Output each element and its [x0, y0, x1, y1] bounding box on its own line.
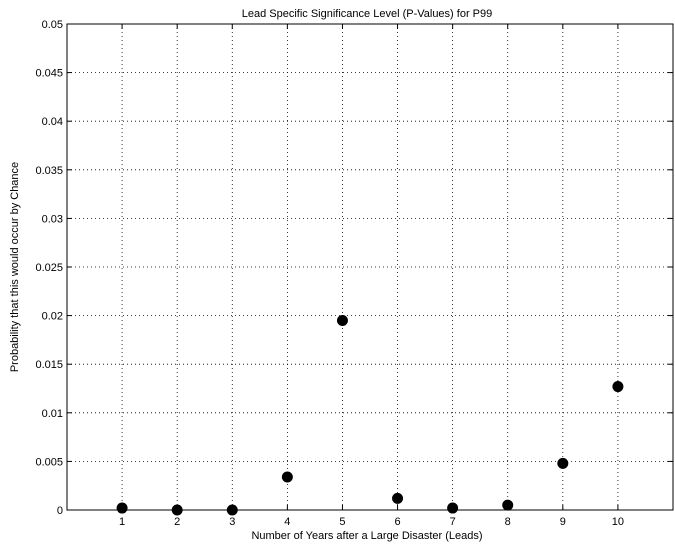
data-point	[336, 314, 348, 326]
x-tick-label: 5	[339, 516, 345, 528]
x-tick-label: 2	[174, 516, 180, 528]
y-tick-label: 0.02	[42, 311, 63, 323]
plot-frame	[66, 23, 674, 511]
y-tick-label: 0.04	[42, 116, 63, 128]
chart-title: Lead Specific Significance Level (P-Valu…	[242, 8, 493, 20]
y-tick-label: 0.035	[35, 165, 63, 177]
data-points	[116, 314, 624, 516]
x-tick-label: 9	[560, 516, 566, 528]
y-tick-label: 0.05	[42, 19, 63, 31]
x-axis-label: Number of Years after a Large Disaster (…	[251, 530, 482, 542]
y-tick-label: 0.005	[35, 456, 63, 468]
data-point	[447, 502, 459, 514]
data-point	[392, 492, 404, 504]
x-tick-label: 3	[229, 516, 235, 528]
x-tick-label: 8	[505, 516, 511, 528]
x-tick-label: 7	[450, 516, 456, 528]
data-point	[171, 504, 183, 516]
y-tick-label: 0	[57, 505, 63, 517]
data-point	[612, 381, 624, 393]
data-point	[502, 499, 514, 511]
y-axis-label: Probability that this would occur by Cha…	[9, 162, 21, 372]
data-point	[281, 471, 293, 483]
y-tick-label: 0.01	[42, 408, 63, 420]
grid	[67, 24, 673, 510]
y-axis-ticks: 0 0.005 0.01 0.015 0.02 0.025 0.03 0.035 0.04 0.0…	[35, 19, 673, 517]
x-tick-label: 4	[284, 516, 290, 528]
data-point	[557, 457, 569, 469]
y-tick-label: 0.025	[35, 262, 63, 274]
x-tick-label: 6	[394, 516, 400, 528]
x-axis-ticks: 1 2 3 4 5 6 7 8 9 10	[119, 24, 624, 528]
data-point	[226, 504, 238, 516]
x-tick-label: 10	[612, 516, 624, 528]
y-tick-label: 0.015	[35, 359, 63, 371]
data-point	[116, 502, 128, 514]
y-tick-label: 0.045	[35, 68, 63, 80]
x-tick-label: 1	[119, 516, 125, 528]
y-tick-label: 0.03	[42, 213, 63, 225]
